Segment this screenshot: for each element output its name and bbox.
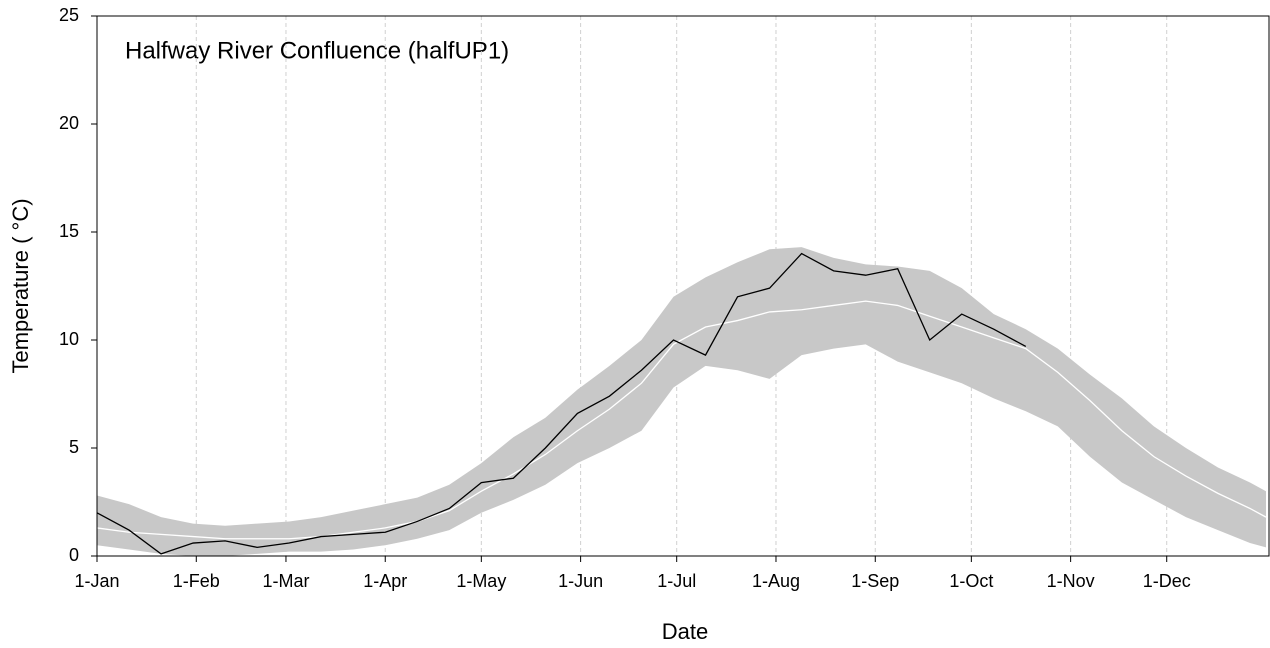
x-tick-label: 1-Jul bbox=[657, 571, 696, 591]
x-tick-label: 1-Dec bbox=[1143, 571, 1191, 591]
chart-title: Halfway River Confluence (halfUP1) bbox=[125, 37, 509, 64]
x-tick-label: 1-Jun bbox=[558, 571, 603, 591]
x-tick-label: 1-Nov bbox=[1047, 571, 1095, 591]
plot-frame bbox=[96, 15, 1270, 557]
x-tick-label: 1-Jan bbox=[74, 571, 119, 591]
x-axis-label: Date bbox=[662, 619, 708, 644]
x-tick-label: 1-Feb bbox=[173, 571, 220, 591]
y-tick-label: 0 bbox=[69, 545, 79, 565]
x-tick-label: 1-Oct bbox=[949, 571, 993, 591]
x-tick-label: 1-May bbox=[456, 571, 506, 591]
y-tick-label: 5 bbox=[69, 437, 79, 457]
x-tick-label: 1-Aug bbox=[752, 571, 800, 591]
series-line bbox=[96, 300, 1267, 540]
y-tick-label: 25 bbox=[59, 5, 79, 25]
x-tick-label: 1-Apr bbox=[363, 571, 407, 591]
x-tick-label: 1-Mar bbox=[262, 571, 309, 591]
y-tick-label: 20 bbox=[59, 113, 79, 133]
x-tick-label: 1-Sep bbox=[851, 571, 899, 591]
range-band bbox=[97, 247, 1266, 556]
y-tick-label: 10 bbox=[59, 329, 79, 349]
y-tick-label: 15 bbox=[59, 221, 79, 241]
series-line bbox=[96, 252, 1027, 555]
y-axis-label: Temperature ( °C) bbox=[8, 198, 33, 373]
